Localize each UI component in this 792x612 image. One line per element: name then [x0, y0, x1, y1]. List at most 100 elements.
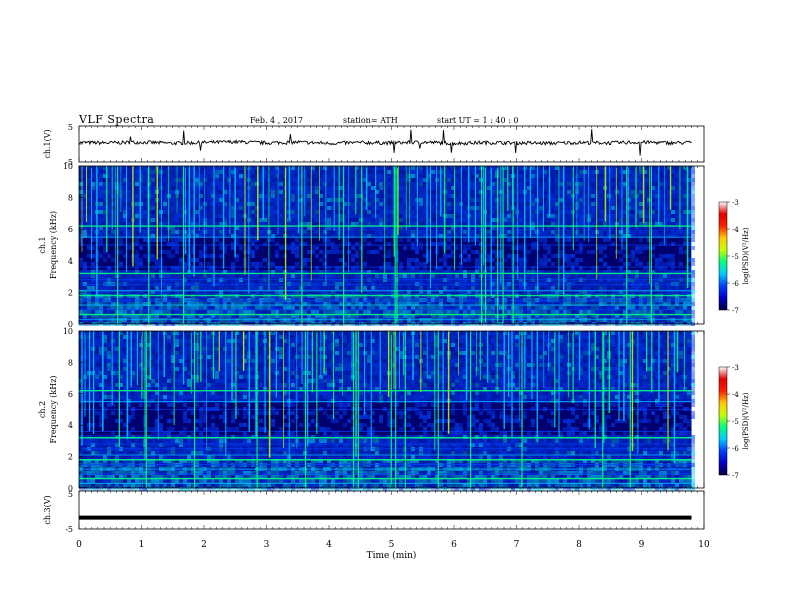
spectrogram-cell	[427, 310, 431, 314]
spectrogram-cell	[159, 262, 163, 266]
spectrogram-cell	[107, 190, 111, 194]
spectrogram-cell	[295, 318, 299, 322]
spectrogram-cell	[99, 318, 103, 322]
spectrogram-cell	[451, 230, 455, 234]
spectrogram-cell	[423, 302, 427, 306]
spectrogram-cell	[191, 286, 195, 290]
spectrogram-cell	[479, 310, 483, 314]
spectrogram-cell	[363, 306, 367, 310]
spectrogram-cell	[119, 282, 123, 286]
spectrogram-cell	[211, 214, 215, 218]
spectrogram-cell	[343, 190, 347, 194]
spectrogram-cell	[231, 214, 235, 218]
spectrogram-cell	[451, 166, 455, 170]
spectrogram-cell	[407, 174, 411, 178]
spectrogram-cell	[579, 306, 583, 310]
spectrogram-cell	[87, 254, 91, 258]
spectrogram-cell	[207, 226, 211, 230]
spectrogram-cell	[99, 230, 103, 234]
spectrogram-cell	[495, 234, 499, 238]
spectrogram-cell	[391, 182, 395, 186]
spectrogram-cell	[351, 234, 355, 238]
spectrogram-cell	[471, 234, 475, 238]
spectrogram-cell	[387, 182, 391, 186]
spectrogram-cell	[103, 286, 107, 290]
spectrogram-cell	[171, 178, 175, 182]
spectrogram-cell	[91, 302, 95, 306]
spectrogram-cell	[79, 258, 83, 262]
spectrogram-cell	[275, 198, 279, 202]
spectrogram-cell	[87, 206, 91, 210]
start-time-label: start UT = 1 : 40 : 0	[437, 116, 519, 125]
spectrogram-cell	[339, 186, 343, 190]
spectrogram-cell	[179, 222, 183, 226]
spectrogram-cell	[99, 186, 103, 190]
spectrogram-cell	[371, 310, 375, 314]
spectrogram-cell	[367, 178, 371, 182]
spectrogram-cell	[447, 202, 451, 206]
spectrogram-cell	[203, 170, 207, 174]
spectrogram-cell	[227, 202, 231, 206]
spectrogram-cell	[303, 314, 307, 318]
spectrogram-cell	[355, 286, 359, 290]
spectrogram-cell	[231, 306, 235, 310]
spectrogram-cell	[335, 178, 339, 182]
spectrogram-cell	[459, 270, 463, 274]
spectrogram-cell	[335, 246, 339, 250]
spectrogram-cell	[491, 198, 495, 202]
spectrogram-cell	[431, 166, 435, 170]
spectrogram-cell	[239, 202, 243, 206]
spectrogram-cell	[343, 194, 347, 198]
spectrogram-cell	[375, 218, 379, 222]
spectrogram-cell	[255, 274, 259, 278]
spectrogram-cell	[375, 222, 379, 226]
spectrogram-cell	[607, 214, 611, 218]
spectrogram-cell	[371, 226, 375, 230]
spectrogram-cell	[235, 218, 239, 222]
spectrogram-cell	[559, 234, 563, 238]
spectrogram-cell	[415, 318, 419, 322]
spectrogram-cell	[423, 202, 427, 206]
spectrogram-cell	[235, 202, 239, 206]
spectrogram-cell	[347, 270, 351, 274]
spectrogram-cell	[363, 234, 367, 238]
spectrogram-cell	[339, 270, 343, 274]
spectrogram-cell	[159, 270, 163, 274]
spectrogram-cell	[299, 178, 303, 182]
spectrogram-cell	[427, 218, 431, 222]
spectrogram-cell	[619, 210, 623, 214]
spectrogram-cell	[267, 302, 271, 306]
spectrogram-cell	[431, 210, 435, 214]
spectrogram-cell	[91, 174, 95, 178]
spectrogram-cell	[255, 186, 259, 190]
spectrogram-cell	[347, 302, 351, 306]
spectrogram-cell	[163, 274, 167, 278]
spectrogram-cell	[307, 218, 311, 222]
spectrogram-cell	[211, 286, 215, 290]
spectrogram-cell	[195, 234, 199, 238]
spectrogram-cell	[559, 214, 563, 218]
spectrogram-cell	[215, 178, 219, 182]
spectrogram-cell	[551, 182, 555, 186]
spectrogram-cell	[531, 214, 535, 218]
spectrogram-cell	[407, 198, 411, 202]
spectrogram-cell	[155, 310, 159, 314]
spectrogram-cell	[379, 282, 383, 286]
spectrogram-cell	[411, 286, 415, 290]
spectrogram-cell	[567, 290, 571, 294]
spectrogram-cell	[519, 182, 523, 186]
spectrogram-cell	[259, 174, 263, 178]
spectrogram-cell	[131, 290, 135, 294]
spectrogram-cell	[423, 266, 427, 270]
spectrogram-cell	[611, 230, 615, 234]
spectrogram-cell	[291, 266, 295, 270]
spectrogram-cell	[123, 314, 127, 318]
spectrogram-cell	[527, 302, 531, 306]
spectrogram-cell	[143, 282, 147, 286]
spectrogram-cell	[303, 242, 307, 246]
spectrogram-cell	[119, 230, 123, 234]
spectrogram-cell	[491, 274, 495, 278]
spectrogram-cell	[591, 314, 595, 318]
spectrogram-cell	[271, 226, 275, 230]
spectrogram-cell	[507, 314, 511, 318]
